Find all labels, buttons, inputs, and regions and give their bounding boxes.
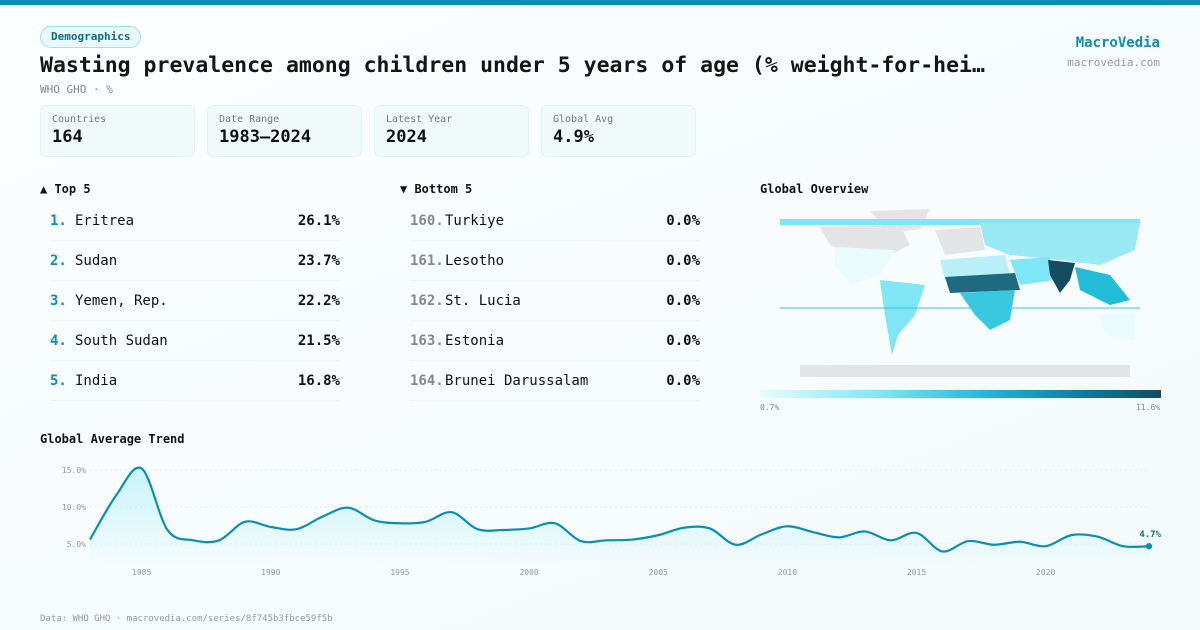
country-name: India (75, 372, 118, 389)
list-item[interactable]: 163. Estonia 0.0% (410, 321, 700, 361)
region-india[interactable] (1048, 260, 1075, 293)
region-south-america[interactable] (880, 280, 925, 355)
country-value: 0.0% (666, 332, 700, 349)
last-value-label: 4.7% (1139, 530, 1161, 540)
region-us-mexico[interactable] (835, 247, 895, 285)
list-item[interactable]: 4. South Sudan 21.5% (50, 321, 340, 361)
stat-global-avg: Global Avg 4.9% (541, 105, 696, 157)
trend-heading: Global Average Trend (40, 432, 185, 446)
country-value: 26.1% (297, 212, 340, 229)
brand: MacroVedia macrovedia.com (1067, 35, 1160, 69)
country-name: Estonia (445, 332, 505, 349)
country-name: St. Lucia (445, 292, 521, 309)
trend-chart[interactable]: 5.0% 10.0% 15.0% 1985 1990 1995 2000 2005 2010 20… (40, 455, 1170, 585)
country-value: 0.0% (666, 292, 700, 309)
region-russia-asia[interactable] (980, 223, 1140, 265)
list-item[interactable]: 5. India 16.8% (50, 361, 340, 401)
rank-label: 163. (410, 332, 444, 349)
x-tick-label: 2010 (778, 568, 797, 577)
list-item[interactable]: 3. Yemen, Rep. 22.2% (50, 281, 340, 321)
stat-value: 4.9% (553, 127, 594, 147)
country-value: 0.0% (666, 252, 700, 269)
top5-heading: ▲ Top 5 (40, 182, 91, 196)
stat-label: Countries (52, 114, 107, 125)
stat-label: Global Avg (553, 114, 614, 125)
list-item[interactable]: 162. St. Lucia 0.0% (410, 281, 700, 321)
region-middle-east[interactable] (1010, 257, 1055, 285)
rank-label: 161. (410, 252, 444, 269)
stat-date-range: Date Range 1983–2024 (207, 105, 362, 157)
brand-url[interactable]: macrovedia.com (1067, 56, 1160, 69)
map-color-legend (760, 390, 1161, 398)
x-tick-label: 1990 (261, 568, 280, 577)
brand-name[interactable]: MacroVedia (1075, 35, 1160, 51)
rank-label: 162. (410, 292, 444, 309)
list-item[interactable]: 161. Lesotho 0.0% (410, 241, 700, 281)
region-antarctica (800, 365, 1130, 377)
country-value: 0.0% (666, 212, 700, 229)
rank-label: 1. (50, 212, 67, 229)
stat-value: 2024 (386, 127, 427, 147)
country-name: Lesotho (445, 252, 505, 269)
x-tick-label: 1985 (132, 568, 151, 577)
bottom5-heading: ▼ Bottom 5 (400, 182, 473, 196)
last-point-marker (1145, 543, 1153, 550)
country-name: South Sudan (75, 332, 168, 349)
region-australia[interactable] (1100, 313, 1135, 340)
country-name: Yemen, Rep. (75, 292, 168, 309)
list-item[interactable]: 2. Sudan 23.7% (50, 241, 340, 281)
country-value: 23.7% (297, 252, 340, 269)
list-item[interactable]: 164. Brunei Darussalam 0.0% (410, 361, 700, 401)
top5-list: 1. Eritrea 26.1% 2. Sudan 23.7% 3. Yemen, Rep. 2… (50, 201, 340, 401)
y-tick-label: 5.0% (67, 540, 86, 549)
region-europe[interactable] (935, 227, 985, 255)
page-title: Wasting prevalence among children under … (40, 53, 985, 78)
x-tick-label: 2015 (907, 568, 926, 577)
list-item[interactable]: 1. Eritrea 26.1% (50, 201, 340, 241)
footer-source: Data: WHO GHO · macrovedia.com/series/8f… (40, 614, 333, 624)
region-southeast-asia[interactable] (1075, 267, 1130, 305)
trend-area (90, 467, 1149, 561)
x-tick-label: 2020 (1036, 568, 1055, 577)
rank-label: 5. (50, 372, 67, 389)
rank-label: 160. (410, 212, 444, 229)
rank-label: 4. (50, 332, 67, 349)
region-arctic-band (780, 219, 1140, 225)
stat-label: Latest Year (386, 114, 453, 125)
x-tick-label: 1995 (390, 568, 409, 577)
rank-label: 3. (50, 292, 67, 309)
rank-label: 164. (410, 372, 444, 389)
stat-value: 164 (52, 127, 83, 147)
country-name: Brunei Darussalam (445, 372, 589, 389)
x-tick-label: 2000 (519, 568, 538, 577)
top-accent-bar (0, 0, 1200, 5)
country-name: Sudan (75, 252, 118, 269)
country-value: 22.2% (297, 292, 340, 309)
world-map[interactable] (780, 205, 1140, 380)
y-tick-label: 15.0% (62, 466, 86, 475)
page-subtitle: WHO GHO · % (40, 83, 113, 96)
x-tick-label: 2005 (649, 568, 668, 577)
stat-label: Date Range (219, 114, 280, 125)
y-tick-label: 10.0% (62, 503, 86, 512)
category-badge[interactable]: Demographics (40, 26, 142, 48)
stat-countries: Countries 164 (40, 105, 195, 157)
stat-latest-year: Latest Year 2024 (374, 105, 529, 157)
country-value: 0.0% (666, 372, 700, 389)
region-north-africa[interactable] (940, 255, 1010, 280)
map-heading: Global Overview (760, 182, 869, 196)
trend-line (89, 466, 1150, 553)
legend-min-label: 0.7% (760, 403, 780, 412)
stat-value: 1983–2024 (219, 127, 312, 147)
rank-label: 2. (50, 252, 67, 269)
bottom5-list: 160. Turkiye 0.0% 161. Lesotho 0.0% 162. St. Lu… (410, 201, 700, 401)
country-value: 16.8% (297, 372, 340, 389)
country-name: Eritrea (75, 212, 135, 229)
legend-max-label: 11.6% (1136, 403, 1161, 412)
country-name: Turkiye (445, 212, 505, 229)
region-central-africa[interactable] (960, 290, 1015, 330)
region-sahel[interactable] (945, 273, 1020, 293)
country-value: 21.5% (297, 332, 340, 349)
list-item[interactable]: 160. Turkiye 0.0% (410, 201, 700, 241)
